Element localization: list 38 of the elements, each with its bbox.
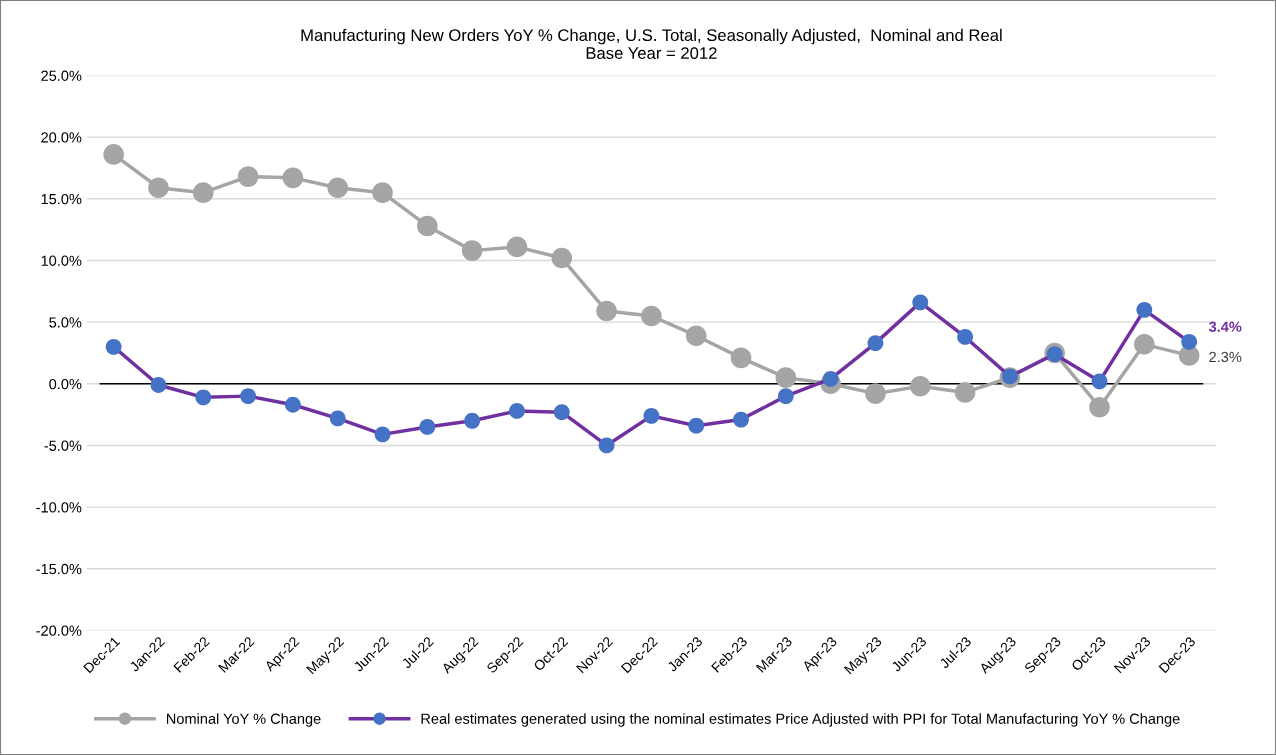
y-tick-label: 0.0%	[49, 378, 82, 390]
legend-label: Nominal YoY % Change	[166, 713, 321, 727]
point	[733, 411, 749, 428]
point	[822, 370, 839, 387]
point	[867, 335, 884, 352]
point	[1091, 373, 1108, 390]
point	[419, 419, 436, 435]
point	[105, 338, 122, 355]
point	[509, 403, 525, 419]
legend-label: Real estimates generated using the nominal estimates Price Adjusted with PPI for Total Manufacturing YoY % Change	[421, 713, 1180, 727]
point	[598, 437, 615, 454]
point	[195, 389, 212, 406]
point	[464, 412, 481, 429]
point	[150, 377, 167, 393]
y-tick-label: 5.0%	[49, 317, 82, 328]
annotation: 2.3%	[1209, 351, 1242, 363]
point	[957, 329, 973, 345]
y-tick-label: 10.0%	[41, 255, 82, 266]
point	[240, 388, 257, 405]
y-tick-label: -5.0%	[44, 440, 82, 451]
point	[688, 417, 705, 434]
y-tick-label: 15.0%	[41, 193, 82, 205]
y-tick-label: -15.0%	[36, 563, 82, 575]
y-tick-label: -10.0%	[36, 502, 82, 513]
point	[777, 388, 794, 405]
point	[912, 294, 929, 311]
point	[374, 426, 391, 443]
chart-title: Manufacturing New Orders YoY % Change, U.S. Total, Seasonally Adjusted, Nominal and Real Base Year = 2012	[301, 28, 1002, 59]
annotation: 3.4%	[1208, 321, 1242, 332]
point	[1136, 301, 1153, 318]
y-tick-label: 25.0%	[41, 70, 82, 81]
point	[329, 410, 346, 427]
point	[284, 396, 301, 413]
point	[1181, 333, 1198, 350]
y-tick-label: -20.0%	[36, 625, 82, 636]
point	[643, 407, 660, 424]
point	[553, 404, 570, 421]
y-tick-label: 20.0%	[41, 132, 82, 143]
